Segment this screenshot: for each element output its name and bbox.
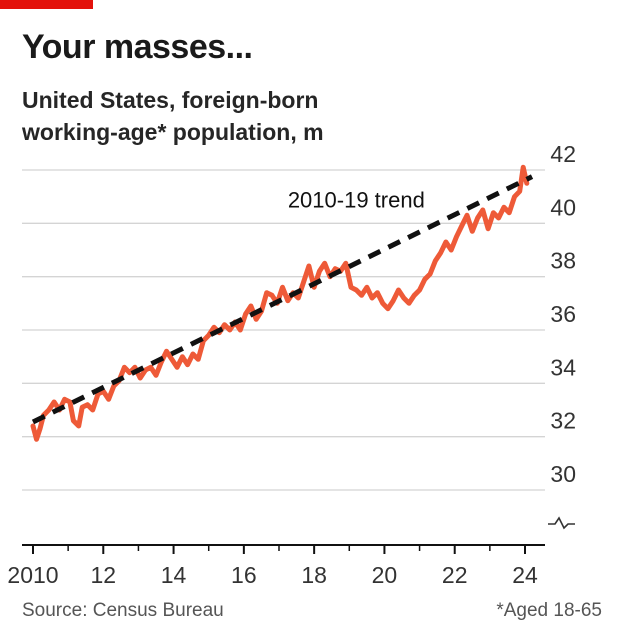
x-tick-label: 2010 — [7, 562, 58, 588]
axis-break-icon — [548, 516, 575, 530]
chart-title: Your masses... — [22, 28, 253, 66]
y-tick-label: 42 — [550, 141, 576, 167]
x-tick-label: 22 — [442, 562, 468, 588]
y-tick-label: 38 — [550, 248, 576, 274]
x-tick-label: 20 — [372, 562, 398, 588]
y-tick-label: 32 — [550, 408, 576, 434]
subtitle-line-1: United States, foreign-born — [22, 87, 319, 113]
x-tick-label: 24 — [512, 562, 538, 588]
x-tick-label: 16 — [231, 562, 257, 588]
y-tick-label: 36 — [550, 301, 576, 327]
y-tick-label: 34 — [550, 354, 576, 380]
footnote: *Aged 18-65 — [496, 600, 602, 621]
trend-label: 2010-19 trend — [288, 187, 425, 212]
x-tick-label: 12 — [90, 562, 116, 588]
source-note: Source: Census Bureau — [22, 600, 224, 621]
subtitle-line-2: working-age* population, m — [22, 119, 324, 145]
chart-subtitle: United States, foreign-born working-age*… — [22, 84, 442, 148]
y-tick-label: 40 — [550, 194, 576, 220]
brand-tag — [0, 0, 93, 9]
x-tick-label: 18 — [301, 562, 327, 588]
y-tick-label: 30 — [550, 461, 576, 487]
trend-line — [31, 174, 534, 425]
x-tick-label: 14 — [161, 562, 187, 588]
